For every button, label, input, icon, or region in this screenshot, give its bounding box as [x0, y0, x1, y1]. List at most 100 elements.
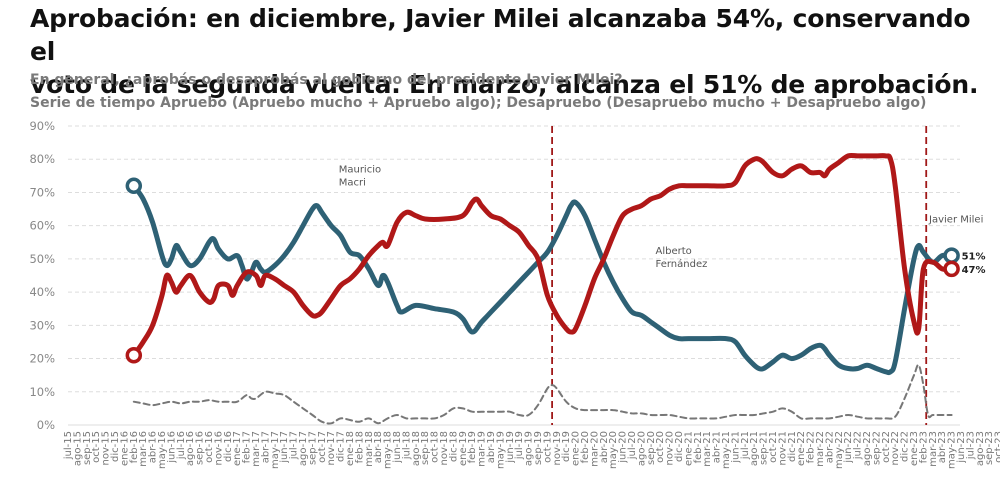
- x-tick-label: abr-19: [486, 431, 497, 463]
- x-tick-label: ago-19: [524, 431, 535, 466]
- period-annotation: Fernández: [656, 258, 708, 270]
- x-tick-label: sep-15: [82, 431, 93, 465]
- x-tick-label: dic-20: [674, 431, 685, 462]
- x-tick-label: nov-22: [890, 431, 901, 465]
- x-tick-label: feb-19: [467, 431, 478, 463]
- x-tick-label: oct-23: [994, 431, 1000, 463]
- x-tick-label: sep-20: [646, 431, 657, 465]
- x-tick-label: ene-18: [345, 431, 356, 466]
- x-tick-label: ago-23: [975, 431, 986, 466]
- x-tick-label: abr-16: [148, 431, 159, 463]
- chart-title: Aprobación: en diciembre, Javier Milei a…: [30, 2, 995, 101]
- x-tick-label: jul-16: [176, 431, 187, 460]
- x-tick-label: may-20: [608, 431, 619, 469]
- other-series-line: [132, 363, 953, 425]
- x-tick-label: ago-17: [298, 431, 309, 466]
- period-annotation: Mauricio: [339, 165, 381, 176]
- x-tick-label: sep-16: [195, 431, 206, 465]
- x-tick-label: feb-16: [129, 431, 140, 463]
- y-tick-label: 10%: [29, 385, 55, 399]
- x-tick-label: feb-20: [580, 431, 591, 463]
- x-tick-label: sep-23: [984, 431, 995, 465]
- x-tick-label: dic-18: [448, 431, 459, 462]
- x-tick-label: ene-23: [909, 431, 920, 466]
- x-tick-label: jun-22: [843, 431, 854, 464]
- x-tick-label: nov-19: [552, 431, 563, 465]
- chart-title-line-1: Aprobación: en diciembre, Javier Milei a…: [30, 4, 971, 66]
- x-tick-label: may-18: [383, 431, 394, 469]
- x-tick-label: oct-16: [204, 431, 215, 463]
- x-tick-label: nov-18: [439, 431, 450, 465]
- x-tick-label: jun-18: [392, 431, 403, 464]
- x-tick-label: feb-18: [354, 431, 365, 463]
- x-tick-label: ago-21: [749, 431, 760, 466]
- x-tick-label: mar-22: [815, 431, 826, 467]
- chart-subtitle-series: Serie de tiempo Apruebo (Apruebo mucho +…: [30, 95, 927, 111]
- x-tick-label: jun-23: [956, 431, 967, 464]
- y-tick-label: 70%: [29, 185, 55, 199]
- disapprove-end-label: 47%: [962, 265, 986, 276]
- x-tick-label: feb-23: [918, 431, 929, 463]
- x-tick-label: jun-20: [618, 431, 629, 464]
- y-tick-label: 80%: [29, 152, 55, 166]
- x-tick-label: oct-17: [317, 431, 328, 463]
- x-tick-label: abr-23: [937, 431, 948, 463]
- x-tick-label: may-17: [270, 431, 281, 469]
- x-tick-label: nov-20: [665, 431, 676, 465]
- y-tick-label: 40%: [29, 285, 55, 299]
- y-tick-label: 50%: [29, 252, 55, 266]
- y-tick-label: 0%: [37, 418, 55, 432]
- x-tick-label: jul-22: [853, 431, 864, 460]
- x-tick-label: mar-21: [702, 431, 713, 467]
- x-tick-label: nov-17: [326, 431, 337, 465]
- y-tick-label: 60%: [29, 219, 55, 233]
- x-tick-label: ago-22: [862, 431, 873, 466]
- approve-marker: [125, 177, 143, 195]
- x-tick-label: ene-22: [796, 431, 807, 466]
- x-tick-label: dic-22: [900, 431, 911, 462]
- x-tick-label: ene-17: [232, 431, 243, 466]
- approve-end-label: 51%: [962, 252, 986, 263]
- x-tick-label: oct-21: [768, 431, 779, 463]
- x-tick-label: mar-23: [928, 431, 939, 467]
- x-tick-label: ago-16: [185, 431, 196, 466]
- x-tick-label: may-19: [495, 431, 506, 469]
- y-tick-label: 90%: [29, 119, 55, 133]
- chart-title-line-2: voto de la segunda vuelta. En marzo, alc…: [30, 70, 979, 99]
- x-tick-label: dic-16: [223, 431, 234, 462]
- approve-marker: [943, 247, 960, 264]
- x-tick-label: may-23: [947, 431, 958, 469]
- x-tick-label: jul-18: [401, 431, 412, 460]
- x-tick-label: oct-20: [655, 431, 666, 463]
- x-tick-label: dic-17: [336, 431, 347, 462]
- x-tick-label: dic-15: [110, 431, 121, 462]
- x-tick-label: sep-19: [533, 431, 544, 465]
- x-tick-label: ago-15: [72, 431, 83, 466]
- x-tick-label: sep-18: [420, 431, 431, 465]
- x-tick-label: ene-19: [458, 431, 469, 466]
- approve-series-line: [131, 183, 955, 376]
- x-tick-label: mar-17: [251, 431, 262, 467]
- x-tick-label: sep-22: [871, 431, 882, 465]
- x-tick-label: ene-16: [119, 431, 130, 466]
- x-tick-label: feb-21: [693, 431, 704, 463]
- x-tick-label: ago-20: [636, 431, 647, 466]
- x-tick-label: nov-15: [101, 431, 112, 465]
- x-tick-label: nov-16: [213, 431, 224, 465]
- x-tick-label: sep-21: [759, 431, 770, 465]
- x-tick-label: mar-16: [138, 431, 149, 467]
- x-tick-label: dic-19: [561, 431, 572, 462]
- period-annotation: Javier Milei: [928, 214, 983, 225]
- disapprove-marker: [125, 346, 143, 364]
- chart-subtitle-question: En general, ¿aprobás o desaprobás al gob…: [30, 72, 623, 88]
- period-annotation: Macri: [339, 178, 366, 189]
- x-tick-label: ene-20: [571, 431, 582, 466]
- x-tick-label: may-22: [834, 431, 845, 469]
- x-tick-label: may-16: [157, 431, 168, 469]
- period-annotation: Alberto: [656, 246, 692, 257]
- x-tick-label: oct-18: [430, 431, 441, 463]
- x-tick-label: ago-18: [411, 431, 422, 466]
- x-tick-label: abr-21: [712, 431, 723, 463]
- x-tick-label: jul-23: [965, 431, 976, 460]
- x-tick-label: jul-17: [289, 431, 300, 460]
